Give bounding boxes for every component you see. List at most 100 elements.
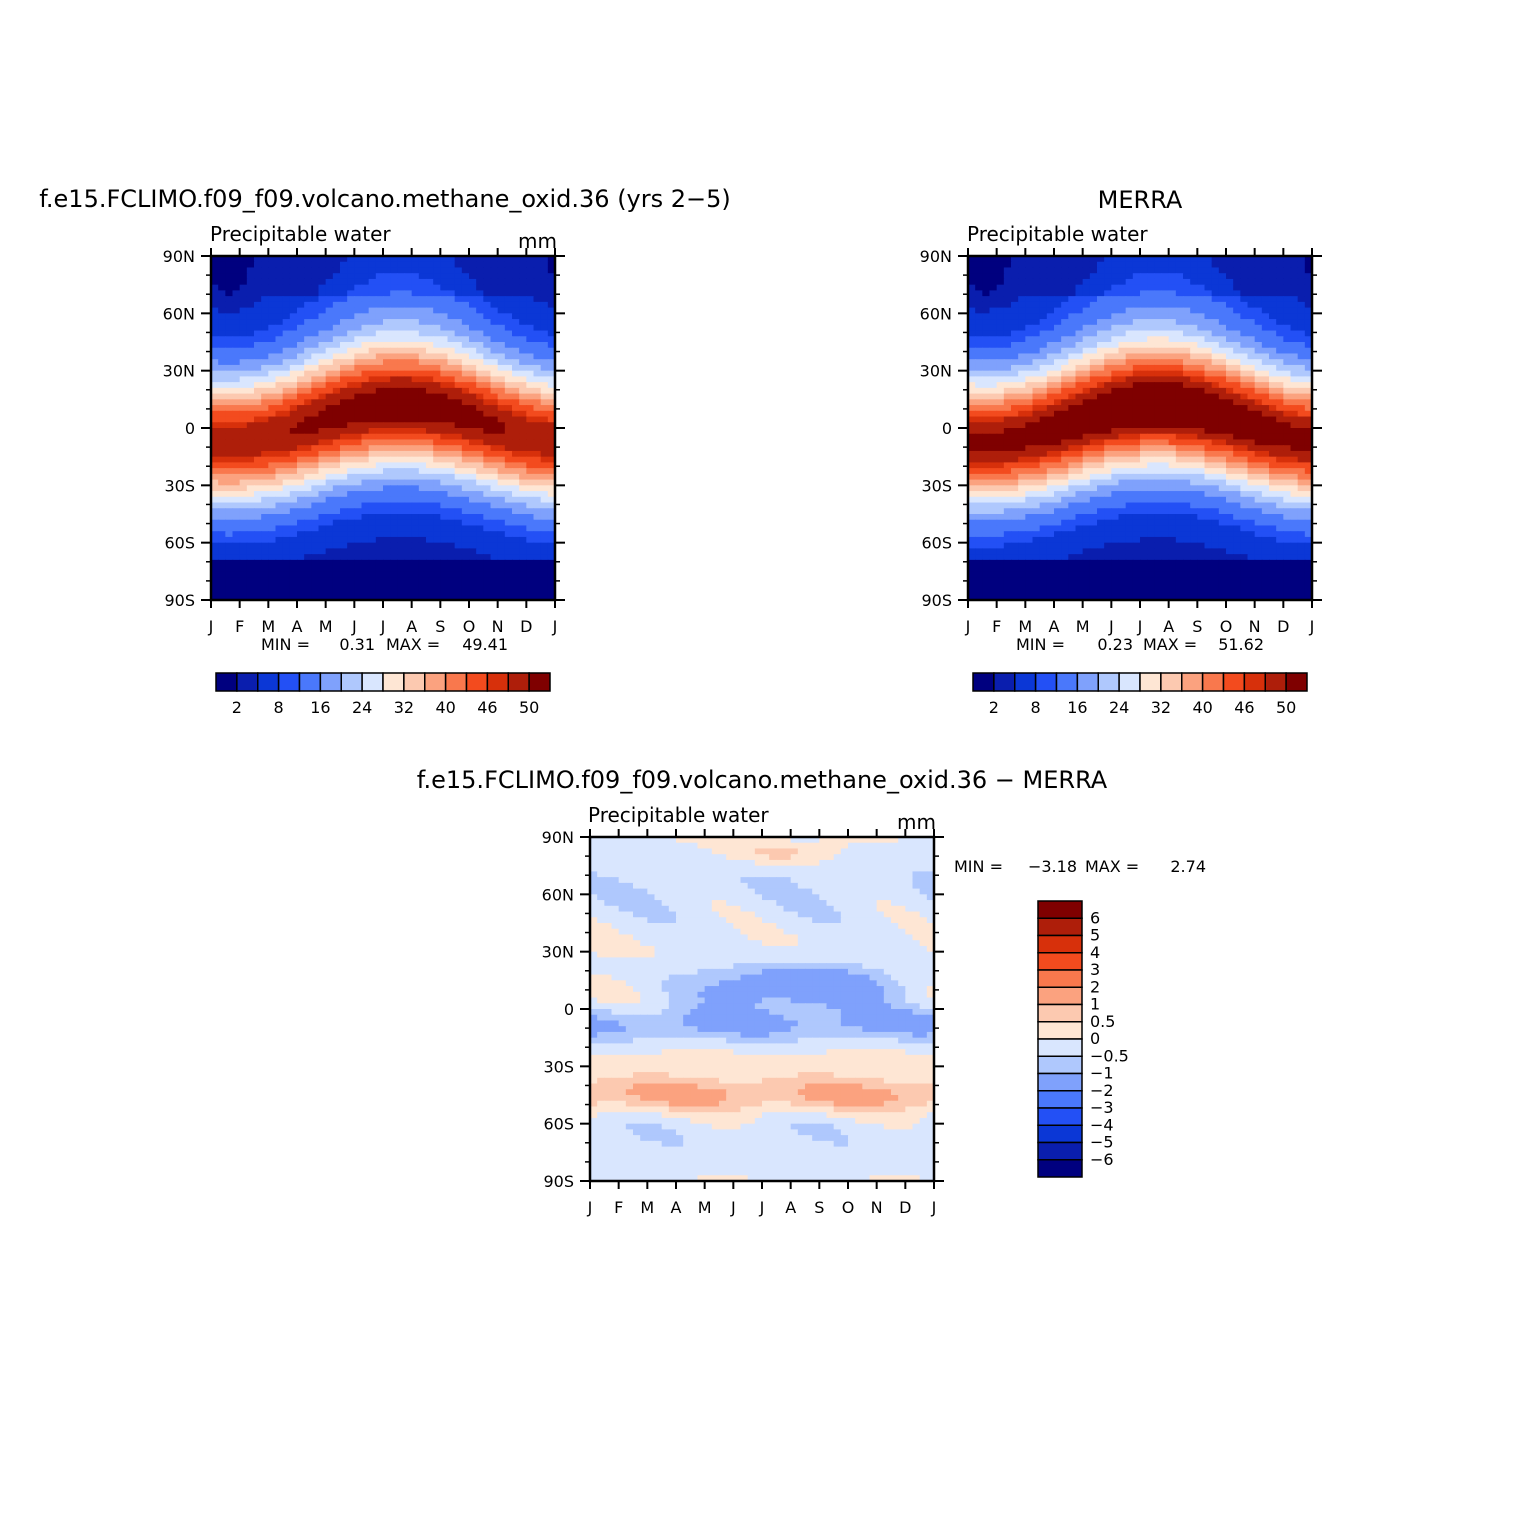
model-cell <box>261 290 269 297</box>
model-cell <box>275 548 284 555</box>
obs-cell <box>1218 479 1227 486</box>
model-cell <box>461 382 470 389</box>
model-cell <box>519 393 527 400</box>
model-cell <box>497 519 506 527</box>
model-cell <box>361 393 370 400</box>
model-cell <box>461 324 470 332</box>
model-cell <box>526 479 535 486</box>
obs-cell <box>1197 376 1206 383</box>
obs-cell <box>1247 422 1256 429</box>
model-cell <box>361 577 370 584</box>
model-cell <box>311 422 320 429</box>
model-cell <box>354 519 363 527</box>
model-cell <box>368 376 377 383</box>
model-cell <box>383 273 391 280</box>
model-cell <box>469 324 477 332</box>
obs-cell <box>1018 468 1026 475</box>
obs-cell <box>1039 479 1048 486</box>
model-cell <box>304 548 312 555</box>
model-cell <box>246 588 255 595</box>
model-cell <box>375 479 384 486</box>
model-cell <box>239 393 248 400</box>
obs-cell <box>1175 473 1184 481</box>
model-cell <box>246 387 255 395</box>
model-cell <box>268 565 277 572</box>
obs-cell <box>1290 485 1299 492</box>
model-cell <box>397 313 406 320</box>
obs-cell <box>1233 319 1241 326</box>
model-cell <box>275 359 284 366</box>
obs-cell <box>1054 267 1062 274</box>
obs-cell <box>1011 479 1019 486</box>
obs-cell <box>1283 290 1292 297</box>
model-cell <box>526 542 535 549</box>
obs-cell <box>1111 491 1120 498</box>
model-cell <box>512 588 520 595</box>
obs-cell <box>1039 278 1048 286</box>
obs-cell <box>1003 364 1012 372</box>
model-cell <box>547 296 556 303</box>
obs-cell <box>1018 364 1026 372</box>
obs-cell <box>1147 428 1155 435</box>
model-cell <box>504 284 513 291</box>
model-cell <box>282 296 291 303</box>
model-cell <box>297 416 305 423</box>
model-cell <box>426 267 434 274</box>
model-cell <box>490 387 499 395</box>
model-cell <box>268 582 277 590</box>
obs-cell <box>1161 347 1170 355</box>
obs-cell <box>996 278 1005 286</box>
model-cell <box>418 485 427 492</box>
model-cell <box>289 347 298 355</box>
model-cell <box>461 456 470 463</box>
model-cell <box>426 531 434 538</box>
model-cell <box>433 267 441 274</box>
obs-cell <box>1018 462 1026 469</box>
model-cell <box>311 399 320 406</box>
model-cell <box>526 514 535 521</box>
model-cell <box>397 336 406 343</box>
model-cell <box>519 496 527 504</box>
model-cell <box>504 256 513 263</box>
obs-cell <box>1226 342 1234 349</box>
obs-cell <box>1154 261 1163 269</box>
model-cell <box>404 347 413 355</box>
model-cell <box>497 301 506 309</box>
model-cell <box>297 594 305 601</box>
model-cell <box>275 559 284 567</box>
obs-cell <box>1283 353 1292 360</box>
model-cell <box>383 256 391 263</box>
obs-cell <box>1297 405 1306 412</box>
model-cell <box>325 491 334 498</box>
model-cell <box>282 370 291 377</box>
obs-cell <box>1025 450 1034 458</box>
obs-cell <box>1175 364 1184 372</box>
model-cell <box>297 347 305 355</box>
obs-cell <box>1261 468 1270 475</box>
model-cell <box>512 324 520 332</box>
model-cell <box>275 342 284 349</box>
model-cell <box>533 554 542 561</box>
obs-cell <box>1297 319 1306 326</box>
obs-cell <box>1154 313 1163 320</box>
model-cell <box>547 508 556 515</box>
model-cell <box>211 485 219 492</box>
model-cell <box>404 473 413 481</box>
model-cell <box>297 301 305 309</box>
model-cell <box>483 502 492 509</box>
obs-cell <box>1140 359 1148 366</box>
obs-cell <box>1247 428 1256 435</box>
obs-cell <box>1226 301 1234 309</box>
model-cell <box>533 588 542 595</box>
model-cell <box>368 542 377 549</box>
obs-cell <box>1304 450 1313 458</box>
model-cell <box>454 393 463 400</box>
model-cell <box>368 536 377 544</box>
obs-cell <box>968 405 976 412</box>
obs-cell <box>1082 462 1091 469</box>
obs-cell <box>1283 307 1292 314</box>
model-cell <box>340 571 348 578</box>
obs-cell <box>1068 301 1077 309</box>
model-cell <box>397 261 406 269</box>
model-cell <box>268 301 277 309</box>
